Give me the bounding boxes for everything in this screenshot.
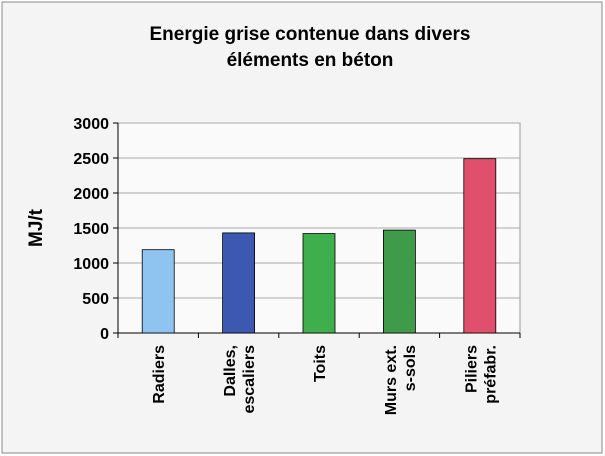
y-tick-label: 0 [100, 326, 109, 343]
bar [302, 233, 336, 334]
x-tick-label: préfabr. [482, 345, 499, 404]
x-tick-label: escaliers [241, 345, 258, 414]
x-tick-label: Piliers [463, 345, 480, 393]
y-tick-label: 1000 [73, 256, 109, 273]
y-tick-label: 1500 [73, 221, 109, 238]
chart-title: éléments en béton [227, 50, 394, 71]
y-tick-label: 500 [82, 291, 109, 308]
x-tick-label: Toits [312, 345, 329, 382]
x-tick-label: Radiers [151, 345, 168, 404]
bar [141, 249, 175, 334]
x-tick-label: s-sols [402, 345, 419, 391]
y-tick-label: 2000 [73, 186, 109, 203]
bar [463, 158, 497, 334]
bar [222, 232, 256, 334]
x-tick-label: Murs ext. [383, 345, 400, 415]
x-tick-label: Dalles, [222, 345, 239, 397]
y-axis-label: MJ/t [26, 208, 47, 247]
bar [382, 229, 416, 334]
y-tick-label: 2500 [73, 151, 109, 168]
chart-title: Energie grise contenue dans divers [150, 24, 471, 45]
y-tick-label: 3000 [73, 116, 109, 133]
